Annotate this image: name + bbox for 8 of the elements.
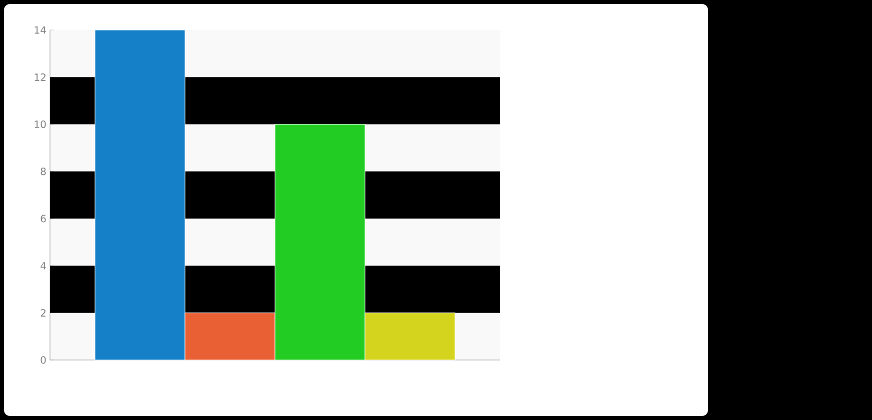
y-tick-label: 2 — [40, 309, 46, 317]
y-tick-label: 10 — [34, 120, 46, 128]
y-tick-label: 0 — [40, 356, 46, 364]
y-tick-label: 6 — [40, 214, 46, 222]
y-tick-label: 4 — [40, 262, 46, 270]
y-tick-label: 12 — [34, 73, 46, 81]
y-tick-label: 14 — [34, 26, 46, 34]
y-tick-label: 8 — [40, 168, 46, 176]
